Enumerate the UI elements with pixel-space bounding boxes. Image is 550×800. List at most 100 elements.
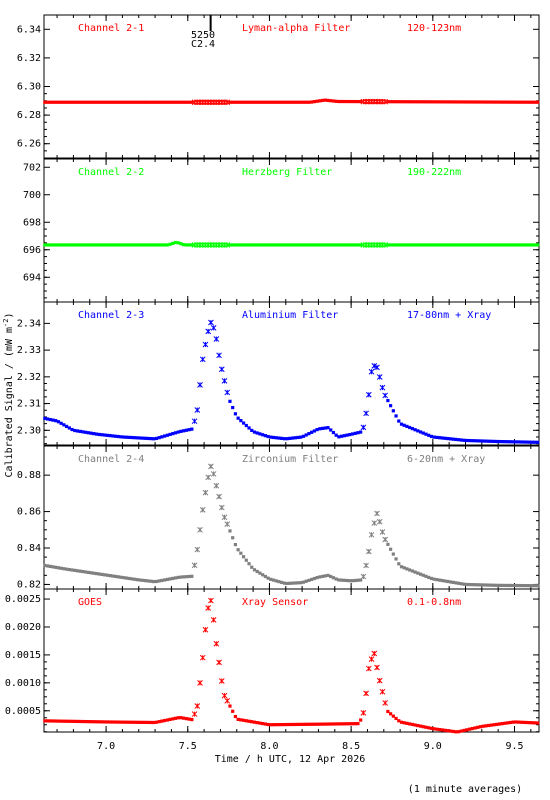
data-point — [379, 529, 386, 535]
data-point — [399, 100, 404, 104]
data-point — [100, 720, 104, 724]
data-point — [290, 100, 295, 104]
data-point — [489, 243, 493, 247]
data-point — [221, 377, 228, 384]
data-point — [45, 417, 50, 421]
data-point — [233, 100, 238, 104]
data-point — [173, 716, 178, 720]
data-point — [84, 719, 88, 724]
data-point — [304, 100, 308, 104]
panel-2: 694 696 698 700 702 Channel 2-2 Herzberg Filte… — [23, 158, 540, 303]
data-point — [497, 243, 502, 247]
data-point — [43, 100, 47, 104]
data-point — [454, 100, 458, 104]
data-point — [141, 578, 145, 582]
data-point — [454, 243, 458, 247]
data-point — [408, 722, 412, 726]
data-point — [323, 98, 327, 102]
data-point — [497, 583, 502, 587]
data-point — [310, 430, 314, 434]
data-point — [146, 720, 150, 725]
y-tick-label: 694 — [23, 272, 41, 283]
data-point — [443, 579, 447, 583]
data-point — [299, 435, 303, 439]
data-point — [413, 428, 417, 432]
data-point — [296, 243, 300, 247]
data-point — [78, 429, 82, 434]
data-point — [508, 720, 513, 725]
data-point — [511, 720, 515, 724]
data-point — [250, 428, 254, 433]
data-point — [522, 583, 526, 588]
data-point — [310, 243, 314, 247]
data-point — [495, 243, 499, 247]
data-point — [252, 430, 257, 434]
data-point — [127, 576, 131, 581]
data-point — [255, 243, 259, 247]
data-point — [424, 432, 428, 436]
data-point — [371, 98, 378, 105]
data-point — [146, 436, 150, 441]
data-point — [410, 100, 414, 104]
data-point — [371, 362, 378, 369]
data-point — [312, 722, 316, 726]
data-point — [457, 438, 461, 442]
data-point — [84, 243, 88, 247]
data-point — [176, 716, 180, 720]
data-point — [179, 242, 183, 246]
data-point — [43, 243, 47, 247]
data-point — [160, 719, 164, 723]
data-point — [165, 100, 169, 104]
data-point — [503, 721, 507, 725]
data-point — [64, 719, 69, 723]
data-point — [103, 720, 107, 724]
data-point — [127, 435, 131, 439]
data-point — [78, 719, 82, 724]
data-point — [179, 716, 183, 720]
data-point — [116, 434, 120, 439]
data-point — [258, 100, 262, 104]
data-point — [438, 727, 442, 732]
data-point — [418, 100, 423, 104]
data-point — [462, 582, 466, 586]
data-point — [379, 688, 386, 695]
data-point — [210, 242, 217, 248]
data-point — [163, 100, 167, 104]
data-point — [394, 414, 398, 418]
data-point — [459, 100, 464, 104]
data-point — [239, 243, 243, 247]
data-point — [179, 575, 183, 579]
data-point — [519, 440, 523, 444]
data-point — [527, 100, 532, 104]
data-point — [54, 719, 58, 723]
data-point — [54, 243, 58, 247]
panel-channel-label: Channel 2-4 — [78, 454, 144, 465]
data-point — [133, 243, 137, 247]
data-point — [402, 243, 406, 247]
data-point — [476, 243, 480, 247]
data-point — [481, 439, 485, 443]
data-point — [304, 722, 308, 726]
data-point — [114, 434, 118, 438]
data-point — [108, 243, 112, 247]
data-point — [221, 692, 228, 699]
data-point — [296, 581, 300, 585]
data-point — [379, 384, 386, 391]
data-point — [239, 718, 243, 722]
data-point — [75, 569, 80, 573]
data-point — [410, 243, 414, 247]
data-point — [176, 575, 180, 580]
data-point — [152, 579, 156, 584]
data-point — [152, 720, 156, 725]
y-tick-label: 0.82 — [17, 579, 41, 590]
data-point — [152, 437, 156, 441]
data-point — [293, 581, 297, 585]
data-point — [478, 243, 483, 247]
data-point — [94, 432, 99, 436]
data-point — [261, 573, 265, 577]
data-point — [231, 243, 235, 247]
data-point — [310, 100, 314, 104]
data-point — [143, 579, 148, 583]
data-point — [307, 578, 311, 582]
data-point — [374, 242, 380, 248]
